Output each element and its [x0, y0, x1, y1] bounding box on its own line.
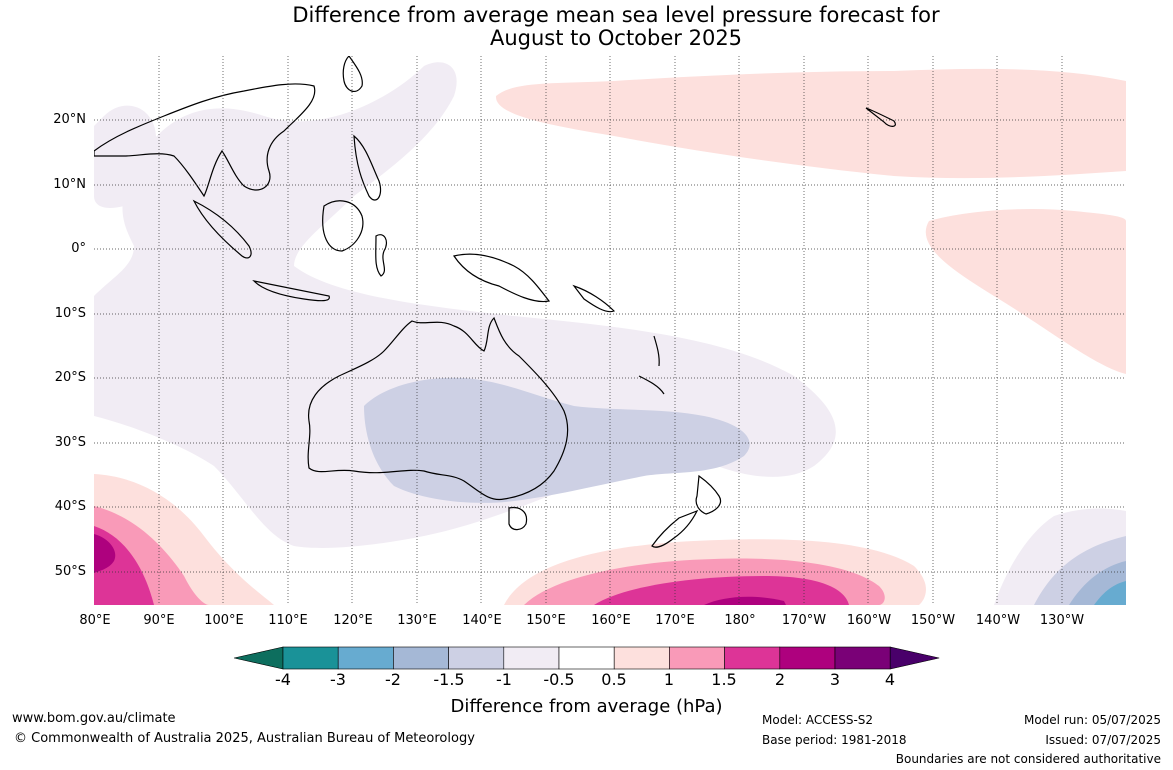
hawaii-coastline	[865, 107, 896, 127]
footer-model: Model: ACCESS-S2	[762, 713, 874, 727]
colorbar-arrow-low	[234, 646, 284, 670]
colorbar-tick: -1.5	[433, 670, 465, 689]
lon-label-100e: 100°E	[204, 613, 244, 628]
solomon-islands-coastline	[572, 284, 616, 313]
colorbar-segment	[613, 646, 670, 670]
map-panel	[93, 55, 1126, 605]
lat-label-0: 0°	[71, 241, 86, 256]
new-caledonia-coastline	[638, 375, 665, 395]
anomaly-map	[93, 55, 1126, 605]
footer-base-period: Base period: 1981-2018	[762, 733, 907, 747]
new-guinea-coastline	[453, 253, 551, 303]
colorbar-segment	[724, 646, 781, 670]
borneo-coastline	[322, 200, 364, 252]
lat-label-10n: 10°N	[53, 177, 86, 192]
se-asia-mainland-coastline	[93, 83, 316, 198]
colorbar-segment	[558, 646, 615, 670]
lon-label-110e: 110°E	[268, 613, 308, 628]
contour-pos15-southern-central	[594, 576, 849, 605]
japan-coastline	[342, 55, 363, 93]
colorbar-tick: 4	[884, 670, 896, 689]
graticule	[94, 56, 1126, 605]
australia-coastline	[307, 316, 569, 501]
contour-neg1-australia	[364, 377, 750, 503]
lat-label-40s: 40°S	[54, 499, 86, 514]
contour-pos05-north-pacific	[495, 68, 1126, 179]
coastlines	[93, 55, 896, 548]
colorbar-label: Difference from average (hPa)	[450, 696, 723, 717]
lon-label-90e: 90°E	[143, 613, 175, 628]
colorbar-segment	[448, 646, 505, 670]
lon-label-80e: 80°E	[79, 613, 111, 628]
contour-neg2-southern-east	[1094, 581, 1126, 605]
lon-label-120e: 120°E	[333, 613, 373, 628]
lon-label-150e: 150°E	[526, 613, 566, 628]
colorbar-tick: -1	[496, 670, 512, 689]
colorbar-segment	[834, 646, 891, 670]
lon-label-160e: 160°E	[591, 613, 631, 628]
footer-url[interactable]: www.bom.gov.au/climate	[12, 711, 176, 726]
lon-label-180: 180°	[724, 613, 756, 628]
lat-label-30s: 30°S	[54, 435, 86, 450]
colorbar-arrow-high	[889, 646, 940, 670]
contour-neg05-northwest	[94, 105, 157, 208]
footer-disclaimer: Boundaries are not considered authoritat…	[895, 752, 1161, 766]
lon-label-130e: 130°E	[397, 613, 437, 628]
colorbar-tick: -2	[385, 670, 401, 689]
lat-label-50s: 50°S	[54, 564, 86, 579]
vanuatu-coastline	[653, 335, 660, 367]
colorbar-tick: 0.5	[601, 670, 627, 689]
nz-north-island-coastline	[695, 474, 722, 515]
contour-pos2-southern-central	[704, 596, 786, 605]
lon-label-130w: 130°W	[1039, 613, 1085, 628]
lon-label-140w: 140°W	[975, 613, 1021, 628]
colorbar-tick: -0.5	[543, 670, 575, 689]
footer-model-run: Model run: 05/07/2025	[1023, 713, 1161, 727]
colorbar-tick: 1.5	[711, 670, 737, 689]
title-line-1: Difference from average mean sea level p…	[292, 3, 940, 27]
lat-label-10s: 10°S	[54, 306, 86, 321]
sulawesi-coastline	[375, 234, 388, 277]
colorbar-segment	[503, 646, 560, 670]
java-coastline	[252, 280, 330, 302]
nz-south-island-coastline	[651, 509, 699, 548]
colorbar-tick: 1	[663, 670, 675, 689]
lon-label-160w: 160°W	[846, 613, 892, 628]
colorbar-segment	[337, 646, 394, 670]
colorbar-segment	[282, 646, 339, 670]
lat-label-20n: 20°N	[53, 112, 86, 127]
philippines-coastline	[353, 134, 382, 201]
footer-issued: Issued: 07/07/2025	[1045, 733, 1161, 747]
anomaly-contours	[94, 62, 1126, 605]
colorbar-tick: -3	[330, 670, 346, 689]
contour-pos2-southern-west	[94, 534, 116, 573]
lat-label-20s: 20°S	[54, 370, 86, 385]
chart-title: Difference from average mean sea level p…	[0, 4, 1173, 50]
tasmania-coastline	[508, 506, 528, 531]
colorbar-tick: -4	[275, 670, 291, 689]
colorbar-segment	[393, 646, 449, 670]
colorbar-segment	[779, 646, 836, 670]
lon-label-170w: 170°W	[781, 613, 827, 628]
title-line-2: August to October 2025	[489, 26, 743, 50]
colorbar-tick: 3	[829, 670, 841, 689]
colorbar-segment	[669, 646, 725, 670]
lon-label-170e: 170°E	[655, 613, 695, 628]
contour-pos05-equatorial-pacific	[925, 209, 1126, 374]
sumatra-coastline	[192, 199, 252, 259]
colorbar	[234, 646, 940, 670]
colorbar-tick: 2	[774, 670, 786, 689]
lon-label-140e: 140°E	[462, 613, 502, 628]
lon-label-150w: 150°W	[910, 613, 956, 628]
footer-copyright: © Commonwealth of Australia 2025, Austra…	[14, 731, 475, 746]
